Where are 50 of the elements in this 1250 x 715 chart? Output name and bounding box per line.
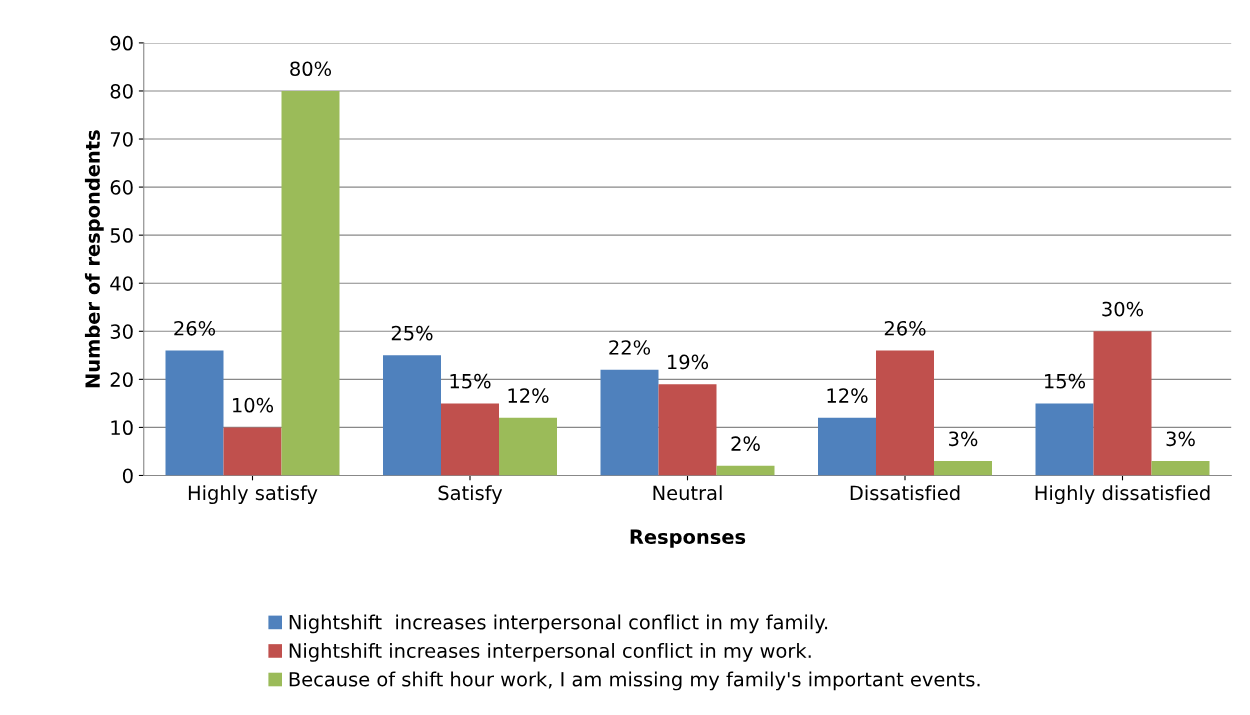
bar — [716, 465, 775, 476]
y-tick-label: 60 — [110, 180, 133, 195]
data-label: 15% — [1045, 373, 1086, 389]
x-tick-label: Neutral — [653, 485, 722, 501]
x-tick-label: Dissatisfied — [850, 485, 960, 501]
legend-label: Nightshift increases interpersonal conflict in my family. — [289, 614, 828, 634]
y-tick-label: 80 — [110, 83, 133, 99]
data-label: 15% — [450, 373, 491, 389]
data-label: 30% — [1102, 301, 1144, 317]
y-axis-title: Number of respondents — [84, 130, 104, 388]
bar — [223, 427, 282, 476]
data-label: 3% — [1166, 431, 1195, 447]
x-axis-title: Responses — [630, 529, 746, 548]
legend-label: Because of shift hour work, I am missing my family's important events. — [289, 671, 980, 691]
legend-label: Nightshift increases interpersonal conflict in my work. — [289, 642, 811, 662]
bar — [165, 350, 224, 476]
bar — [658, 384, 717, 476]
data-label: 26% — [174, 320, 216, 336]
y-tick-label: 50 — [110, 228, 133, 243]
bar — [499, 417, 557, 476]
bar — [383, 355, 441, 476]
x-tick-label: Highly satisfy — [188, 485, 318, 505]
data-label: 26% — [884, 320, 926, 336]
x-tick-label: Highly dissatisfied — [1035, 485, 1210, 505]
data-label: 12% — [508, 388, 549, 403]
data-label: 25% — [391, 325, 433, 341]
bar — [1035, 403, 1094, 476]
bar — [1093, 331, 1152, 476]
bar — [818, 417, 876, 476]
data-label: 10% — [233, 397, 274, 413]
data-label: 3% — [949, 431, 978, 447]
y-tick-label: 0 — [122, 468, 133, 484]
bar — [281, 90, 340, 476]
y-tick-label: 20 — [110, 372, 133, 388]
y-tick-label: 90 — [110, 35, 133, 51]
data-label: 2% — [731, 436, 760, 451]
x-tick-label: Satisfy — [438, 485, 503, 505]
data-label: 22% — [609, 340, 651, 355]
bar — [600, 369, 659, 476]
bar — [1151, 461, 1210, 476]
data-label: 80% — [290, 61, 332, 77]
y-tick-label: 30 — [110, 324, 133, 339]
bar — [441, 403, 499, 476]
bar — [934, 461, 992, 476]
data-label: 19% — [668, 354, 709, 370]
bar — [876, 350, 934, 476]
data-label: 12% — [827, 388, 868, 403]
y-tick-label: 70 — [110, 131, 133, 147]
y-tick-label: 40 — [110, 276, 133, 291]
y-tick-label: 10 — [111, 420, 133, 436]
